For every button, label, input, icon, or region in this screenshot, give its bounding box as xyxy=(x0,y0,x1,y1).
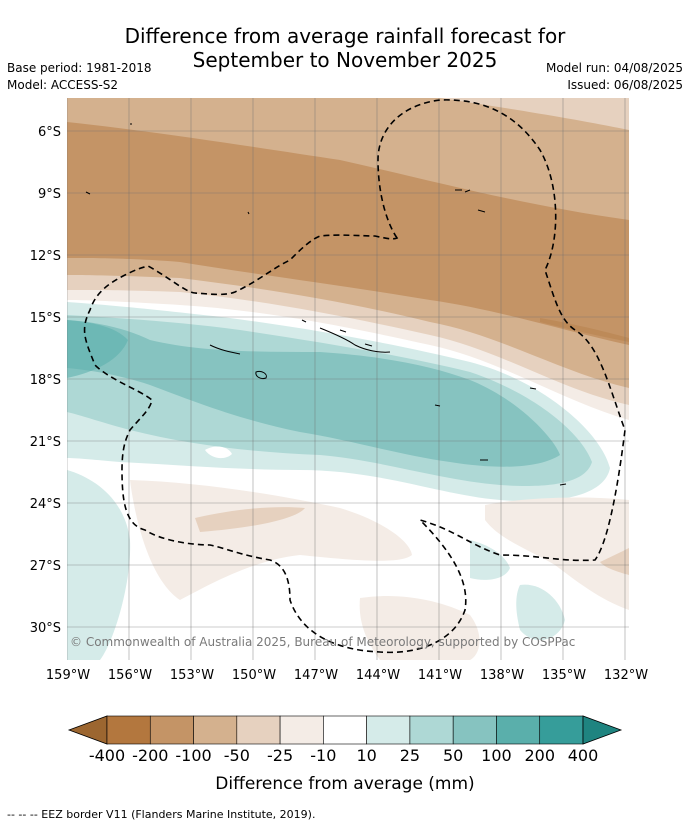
longitude-labels: 159°W 156°W 153°W 150°W 147°W 144°W 141°W 138°W… xyxy=(46,668,648,683)
longitude-label: 150°W xyxy=(232,668,276,683)
model-run: Model run: 04/08/2025 xyxy=(545,61,683,75)
copyright-text: © Commonwealth of Australia 2025, Bureau… xyxy=(70,635,575,649)
island-outlines xyxy=(85,123,567,486)
patch-minus-10-south xyxy=(359,595,480,660)
latitude-label: 6°S xyxy=(38,125,61,140)
map-fill-layer xyxy=(67,98,629,660)
latitude-labels: 6°S 9°S 12°S 15°S 18°S 21°S 24°S 27°S 30°S xyxy=(30,125,61,636)
longitude-label: 144°W xyxy=(356,668,400,683)
patch-minus-10-south xyxy=(130,480,412,600)
band-plus-50 xyxy=(67,320,560,467)
colorbar-tick-label: 100 xyxy=(481,746,512,765)
longitude-label: 159°W xyxy=(46,668,90,683)
colorbar-tick-labels: -400 -200 -100 -50 -25 -10 10 25 50 100 200 400 xyxy=(89,746,598,765)
patch-plus-10-north-island xyxy=(205,446,232,459)
colorbar-segment xyxy=(149,715,194,745)
colorbar-segment xyxy=(409,715,454,745)
base-period: Base period: 1981-2018 xyxy=(7,61,152,75)
title-line-1: Difference from average rainfall forecas… xyxy=(124,24,566,48)
longitude-label: 132°W xyxy=(604,668,648,683)
title-line-2: September to November 2025 xyxy=(192,48,498,72)
longitude-label: 147°W xyxy=(294,668,338,683)
issued-date: Issued: 06/08/2025 xyxy=(567,78,683,92)
latitude-label: 9°S xyxy=(38,187,61,202)
map-gridlines xyxy=(67,98,629,660)
longitude-label: 153°W xyxy=(170,668,214,683)
patch-minus-25-east xyxy=(600,548,629,575)
colorbar-tick-label: -25 xyxy=(267,746,293,765)
colorbar-tick-label: 200 xyxy=(524,746,555,765)
colorbar-segment xyxy=(106,715,151,745)
colorbar-segment xyxy=(539,715,584,745)
longitude-label: 156°W xyxy=(108,668,152,683)
colorbar-tick-label: -200 xyxy=(132,746,168,765)
colorbar-segment xyxy=(496,715,541,745)
colorbar-arrow-high xyxy=(582,715,623,745)
model-name: Model: ACCESS-S2 xyxy=(7,78,119,92)
legend-title: Difference from average (mm) xyxy=(215,774,475,794)
longitude-label: 138°W xyxy=(480,668,524,683)
longitude-label: 135°W xyxy=(542,668,586,683)
colorbar-tick-label: 25 xyxy=(400,746,420,765)
colorbar-tick-label: -10 xyxy=(310,746,336,765)
colorbar-arrow-low xyxy=(67,715,108,745)
colorbar-tick-label: 400 xyxy=(568,746,599,765)
band-minus-200-patch xyxy=(540,318,629,342)
colorbar-tick-label: -400 xyxy=(89,746,125,765)
colorbar xyxy=(67,715,623,745)
patch-minus-10-east xyxy=(485,497,629,610)
colorbar-segment xyxy=(279,715,324,745)
latitude-label: 30°S xyxy=(30,621,61,636)
meta-right: Model run: 04/08/2025 Issued: 06/08/2025 xyxy=(546,60,683,94)
colorbar-segment xyxy=(236,715,281,745)
latitude-label: 12°S xyxy=(30,249,61,264)
patch-minus-25-south xyxy=(195,507,305,532)
eez-footer-note: -- -- -- EEZ border V11 (Flanders Marine… xyxy=(7,808,316,821)
colorbar-tick-label: 50 xyxy=(443,746,463,765)
colorbar-segment xyxy=(452,715,497,745)
patch-plus-10-south xyxy=(470,540,510,580)
colorbar-tick-label: -50 xyxy=(224,746,250,765)
colorbar-tick-label: 10 xyxy=(356,746,376,765)
latitude-label: 15°S xyxy=(30,311,61,326)
latitude-label: 21°S xyxy=(30,435,61,450)
patch-plus-10-south xyxy=(516,584,565,641)
band-minus-100 xyxy=(67,122,629,345)
map-title: Difference from average rainfall forecas… xyxy=(0,24,690,72)
longitude-label: 141°W xyxy=(418,668,462,683)
colorbar-segment xyxy=(366,715,411,745)
latitude-label: 18°S xyxy=(30,373,61,388)
latitude-label: 24°S xyxy=(30,497,61,512)
meta-left: Base period: 1981-2018 Model: ACCESS-S2 xyxy=(7,60,152,94)
colorbar-segment xyxy=(323,715,367,745)
band-plus-100 xyxy=(67,320,128,378)
colorbar-tick-label: -100 xyxy=(175,746,211,765)
latitude-label: 27°S xyxy=(30,559,61,574)
colorbar-segment xyxy=(193,715,238,745)
